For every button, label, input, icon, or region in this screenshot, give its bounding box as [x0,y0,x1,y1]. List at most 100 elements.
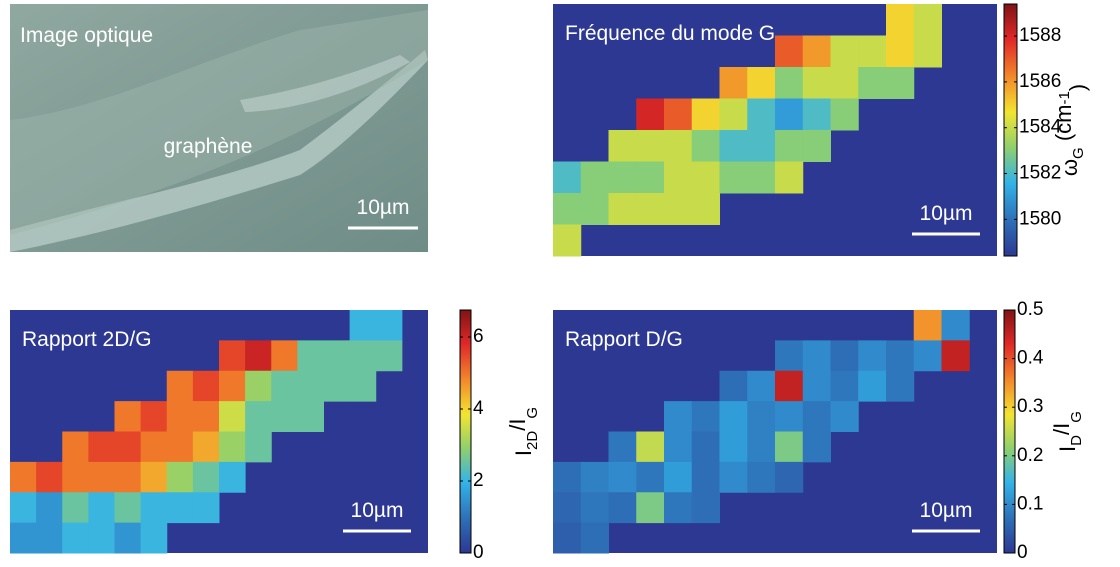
heatmap-cell [691,492,720,524]
heatmap-cell [802,130,831,162]
colorbar-tick-label: 1588 [1019,25,1061,46]
colorbar-label-part: ) [1065,84,1090,91]
heatmap-cell [62,461,89,493]
heatmap-cell [219,401,246,432]
heatmap-cell [62,431,89,463]
heatmap-cell [775,35,804,68]
heatmap-cell [553,193,582,225]
heatmap-cell [775,98,804,131]
heatmap-cell [664,98,693,131]
heatmap-cell [830,67,859,99]
heatmap-cell [664,161,693,194]
heatmap-cell [775,370,804,402]
heatmap-cell [886,370,915,402]
heatmap-cell [664,130,693,162]
colorbar-tick-label: 0.4 [1017,348,1044,369]
heatmap-cell [245,340,272,372]
heatmap-cell [775,67,804,99]
heatmap-cell [140,401,168,432]
colorbar [1003,309,1016,554]
heatmap-cell [10,492,37,524]
colorbar-tick-label: 1580 [1019,208,1061,229]
heatmap-cell [88,431,115,463]
heatmap-cell [219,461,246,493]
heatmap-cell [10,461,37,493]
heatmap-cell [166,401,194,432]
heatmap-cell [691,401,720,432]
heatmap-cell [802,98,831,131]
heatmap-cell [375,340,403,372]
colorbar-label-part: (cm [1051,105,1076,148]
scale-bar-label: 10µm [920,499,973,522]
heatmap-cell [192,492,220,524]
heatmap-cell [913,310,942,341]
heatmap-cell [747,161,776,194]
heatmap-cell [553,224,582,257]
heatmap-cell [691,130,720,162]
heatmap-cell [802,370,831,402]
heatmap-cell [271,340,298,372]
heatmap-cell [271,401,298,432]
flake-stripe [240,55,410,112]
colorbar-label-part: 2D [524,431,541,450]
heatmap-cell [140,461,168,493]
colorbar-tick-label: 6 [473,326,484,347]
heatmap-cell [775,461,804,493]
colorbar-tick-label: 0.2 [1017,445,1043,466]
colorbar-label-part: ω [1057,159,1082,176]
heatmap-cell [747,461,776,493]
heatmap-cell [114,401,142,432]
heatmap-cell [192,401,220,432]
heatmap-cell [36,461,63,493]
heatmap-cell [114,522,142,554]
optical-panel: Image optique graphène 10µm [10,4,428,252]
heatmap-cell [297,370,324,402]
heatmap-cell [775,401,804,432]
heatmap-cell [62,492,89,524]
heatmap-cell [858,67,887,99]
heatmap-cell [553,492,582,524]
colorbar-tick-label: 1586 [1019,71,1061,92]
heatmap-cell [636,461,665,493]
heatmap-cell [192,431,220,463]
heatmap-cell [36,522,63,554]
heatmap-cell [802,401,831,432]
heatmap-cell [747,98,776,131]
heatmap-cell [219,340,246,372]
heatmap-cell [349,340,377,372]
colorbar-tick-label: 1582 [1019,163,1061,184]
colorbar-label-part: G [524,407,541,419]
heatmap-cell [691,161,720,194]
heatmap-panel: Rapport 2D/G 10µm 0 2 4 6 I2D/IG [10,309,541,563]
colorbar-label: I2D/IG [505,407,541,456]
heatmap-cell [323,370,351,402]
colorbar-label-part: /I [505,419,530,431]
heatmap-cell [36,492,63,524]
heatmap-cell [941,310,970,341]
heatmap-cell [913,35,942,68]
heatmap-cell [636,492,665,524]
heatmap-cell [10,522,37,554]
heatmap-cell [608,193,637,225]
heatmap-cell [636,431,665,463]
heatmap-cell [580,522,609,554]
heatmap-cell [719,431,748,463]
heatmap-cell [349,370,377,402]
heatmap-cell [636,98,665,131]
heatmap-cell [636,130,665,162]
heatmap-cell [580,193,609,225]
heatmap-cell [886,35,915,68]
heatmap-cell [219,431,246,463]
heatmap-cell [375,310,403,341]
heatmap-cell [166,370,194,402]
colorbar-label-part: G [1068,411,1085,423]
heatmap-cell [747,401,776,432]
flake-body [10,10,428,235]
heatmap-cell [140,522,168,554]
heatmap-cell [747,130,776,162]
colorbar-tick-label: 4 [473,398,484,419]
heatmap-cell [140,492,168,524]
heatmap-cell [580,461,609,493]
heatmap-cell [719,98,748,131]
heatmap-cell [747,431,776,463]
